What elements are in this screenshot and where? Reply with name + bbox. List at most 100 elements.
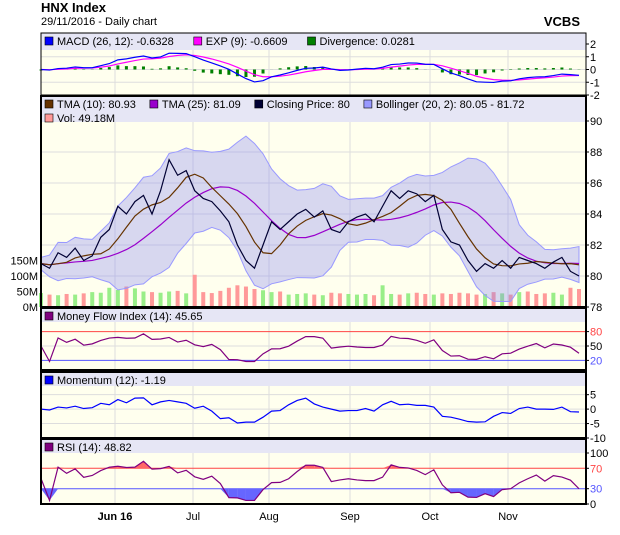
volume-bar xyxy=(184,293,189,307)
divergence-bar xyxy=(141,66,145,70)
divergence-bar xyxy=(483,69,487,74)
divergence-bar xyxy=(218,69,222,75)
volume-bar xyxy=(158,292,163,307)
legend-swatch xyxy=(44,311,54,321)
volume-bar xyxy=(243,286,248,307)
volume-bar xyxy=(431,294,436,307)
volume-bar xyxy=(115,289,120,307)
y-tick-label: 1 xyxy=(590,52,596,64)
divergence-bar xyxy=(227,69,231,75)
legend-swatch xyxy=(44,375,54,385)
x-tick-label: Jun 16 xyxy=(98,511,133,523)
divergence-bar xyxy=(321,67,325,70)
volume-bar xyxy=(525,291,530,307)
legend-label: TMA (25): 81.09 xyxy=(162,99,241,111)
volume-bar xyxy=(423,293,428,307)
chart-subtitle: 29/11/2016 - Daily chart xyxy=(41,16,157,28)
y-tick-label: 100 xyxy=(590,448,608,460)
divergence-bar xyxy=(235,69,239,77)
divergence-bar xyxy=(534,68,538,70)
y-tick-label: 0 xyxy=(590,404,596,416)
volume-bar xyxy=(132,288,137,307)
legend-label: RSI (14): 48.82 xyxy=(57,442,132,454)
divergence-bar xyxy=(201,69,205,73)
volume-tick-label: 100M xyxy=(10,271,38,283)
y-tick-label: 0 xyxy=(590,499,596,511)
legend-swatch xyxy=(307,36,316,46)
volume-bar xyxy=(354,294,359,307)
legend-label: Divergence: 0.0281 xyxy=(320,36,415,48)
panel-bg-price xyxy=(41,96,586,307)
legend-swatch xyxy=(44,99,54,109)
divergence-bar xyxy=(261,69,265,74)
rsi-oversold-fill xyxy=(442,488,451,493)
rsi-oversold-fill xyxy=(485,488,494,497)
x-tick-label: Jul xyxy=(186,511,200,523)
volume-bar xyxy=(337,293,342,307)
volume-bar xyxy=(64,293,69,307)
rsi-oversold-fill xyxy=(459,488,468,498)
volume-bar xyxy=(226,287,231,307)
volume-bar xyxy=(465,293,470,307)
divergence-bar xyxy=(133,66,137,70)
rsi-overbought-fill xyxy=(49,467,59,469)
legend-swatch xyxy=(44,113,54,123)
rsi-oversold-fill xyxy=(41,488,50,501)
divergence-bar xyxy=(457,69,461,75)
divergence-bar xyxy=(252,69,256,77)
y-tick-label: -2 xyxy=(590,90,600,102)
momentum-line xyxy=(40,397,580,424)
volume-bar xyxy=(474,294,479,307)
legend-label: TMA (10): 80.93 xyxy=(57,99,136,111)
volume-bar xyxy=(201,292,206,307)
divergence-bar xyxy=(150,68,154,70)
legend-swatch xyxy=(193,36,203,46)
rsi-oversold-fill xyxy=(476,488,486,498)
y-tick-label: 80 xyxy=(590,271,602,283)
volume-bar xyxy=(346,293,351,307)
y-tick-label: 78 xyxy=(590,302,602,314)
brand-label: VCBS xyxy=(543,14,580,29)
divergence-bar xyxy=(159,68,163,70)
y-tick-label: -5 xyxy=(590,419,600,431)
rsi-oversold-fill xyxy=(220,488,229,498)
legend-label: Closing Price: 80 xyxy=(267,99,350,111)
divergence-bar xyxy=(551,68,555,70)
volume-bar xyxy=(491,292,496,307)
legend-swatch xyxy=(149,99,159,109)
divergence-bar xyxy=(543,68,547,70)
volume-bar xyxy=(500,293,505,307)
y-tick-label: 5 xyxy=(590,390,596,402)
y-tick-label: 88 xyxy=(590,147,602,159)
volume-bar xyxy=(286,294,291,307)
x-tick-label: Aug xyxy=(259,511,279,523)
volume-bar xyxy=(559,294,564,307)
rsi-line xyxy=(40,460,580,503)
divergence-bar xyxy=(210,69,214,74)
divergence-bar xyxy=(167,66,171,70)
volume-bar xyxy=(406,293,411,307)
volume-bar xyxy=(320,295,325,307)
panel-legend-bg-mfi xyxy=(41,308,586,322)
divergence-bar xyxy=(193,69,197,71)
divergence-bar xyxy=(440,69,444,73)
closing-price-line xyxy=(40,158,580,277)
volume-bar xyxy=(90,292,95,307)
y-tick-label: 70 xyxy=(590,463,602,475)
y-tick-label: 86 xyxy=(590,178,602,190)
volume-bar xyxy=(363,293,368,307)
volume-bar xyxy=(568,287,573,307)
volume-bar xyxy=(124,286,129,307)
divergence-bar xyxy=(475,69,479,76)
legend-swatch xyxy=(44,36,54,46)
divergence-bar xyxy=(176,67,180,70)
volume-bar xyxy=(150,292,155,307)
tma10-line xyxy=(40,173,580,267)
divergence-bar xyxy=(398,67,402,70)
panel-legend-bg-momentum xyxy=(41,372,586,386)
volume-bar xyxy=(141,291,146,307)
chart-title: HNX Index xyxy=(41,0,107,15)
legend-swatch xyxy=(363,99,373,109)
divergence-bar xyxy=(492,69,496,73)
